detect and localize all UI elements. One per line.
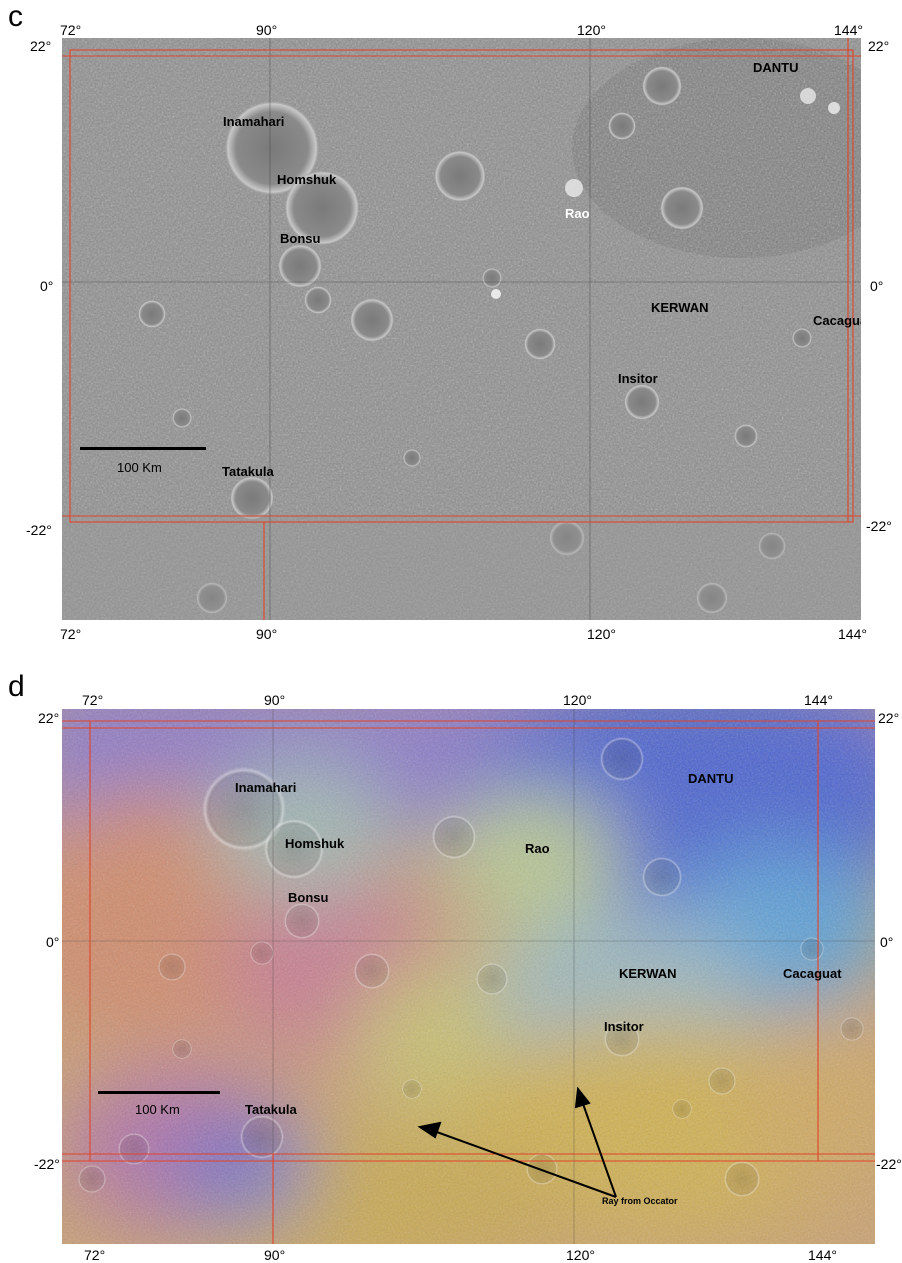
d-bottom-tick-72: 72° xyxy=(84,1247,106,1263)
map-texture-c xyxy=(62,38,861,620)
d-label-tatakula: Tatakula xyxy=(245,1102,297,1117)
map-image-c: DANTU Inamahari Homshuk Rao Bonsu KERWAN… xyxy=(62,38,861,620)
d-label-dantu: DANTU xyxy=(688,771,734,786)
c-label-inamahari: Inamahari xyxy=(223,114,285,129)
c-left-tick-minus22: -22° xyxy=(26,522,52,538)
d-left-tick-minus22: -22° xyxy=(34,1156,60,1172)
d-scale-bar xyxy=(98,1091,220,1094)
d-right-tick-0: 0° xyxy=(880,934,894,950)
c-label-cacaguat: Cacaguat xyxy=(813,313,861,328)
d-bottom-tick-120: 120° xyxy=(566,1247,595,1263)
d-top-tick-120: 120° xyxy=(563,692,592,708)
d-top-tick-90: 90° xyxy=(264,692,286,708)
c-bottom-tick-144: 144° xyxy=(838,626,867,642)
d-top-tick-144: 144° xyxy=(804,692,833,708)
d-label-cacaguat: Cacaguat xyxy=(783,966,842,981)
d-label-homshuk: Homshuk xyxy=(285,836,345,851)
c-top-tick-120: 120° xyxy=(577,22,606,38)
d-right-tick-22: 22° xyxy=(878,710,900,726)
d-label-insitor: Insitor xyxy=(604,1019,644,1034)
c-label-dantu: DANTU xyxy=(753,60,799,75)
d-label-inamahari: Inamahari xyxy=(235,780,297,795)
d-left-tick-0: 0° xyxy=(46,934,60,950)
c-label-rao: Rao xyxy=(565,206,590,221)
c-label-bonsu: Bonsu xyxy=(280,231,321,246)
panel-letter-d: d xyxy=(8,670,25,703)
c-label-kerwan: KERWAN xyxy=(651,300,709,315)
c-top-tick-90: 90° xyxy=(256,22,278,38)
c-scale-label: 100 Km xyxy=(117,460,162,475)
d-label-rao: Rao xyxy=(525,841,550,856)
d-bottom-tick-90: 90° xyxy=(264,1247,286,1263)
c-label-insitor: Insitor xyxy=(618,371,658,386)
d-label-kerwan: KERWAN xyxy=(619,966,677,981)
c-top-tick-144: 144° xyxy=(834,22,863,38)
c-right-tick-minus22: -22° xyxy=(866,518,892,534)
d-top-tick-72: 72° xyxy=(82,692,104,708)
map-texture-d xyxy=(62,709,875,1244)
c-right-tick-0: 0° xyxy=(870,278,884,294)
c-label-tatakula: Tatakula xyxy=(222,464,274,479)
c-bottom-tick-90: 90° xyxy=(256,626,278,642)
panel-letter-c: c xyxy=(8,0,23,33)
c-scale-bar xyxy=(80,447,206,450)
d-scale-label: 100 Km xyxy=(135,1102,180,1117)
d-left-tick-22: 22° xyxy=(38,710,60,726)
d-label-bonsu: Bonsu xyxy=(288,890,329,905)
c-left-tick-0: 0° xyxy=(40,278,54,294)
c-top-tick-72: 72° xyxy=(60,22,82,38)
c-right-tick-22: 22° xyxy=(868,38,890,54)
c-left-tick-22: 22° xyxy=(30,38,52,54)
d-bottom-tick-144: 144° xyxy=(808,1247,837,1263)
d-ray-annotation: Ray from Occator xyxy=(602,1196,678,1206)
map-image-d: Inamahari DANTU Homshuk Rao Bonsu KERWAN… xyxy=(62,709,875,1244)
c-label-homshuk: Homshuk xyxy=(277,172,337,187)
d-right-tick-minus22: -22° xyxy=(876,1156,902,1172)
c-bottom-tick-120: 120° xyxy=(587,626,616,642)
c-bottom-tick-72: 72° xyxy=(60,626,82,642)
